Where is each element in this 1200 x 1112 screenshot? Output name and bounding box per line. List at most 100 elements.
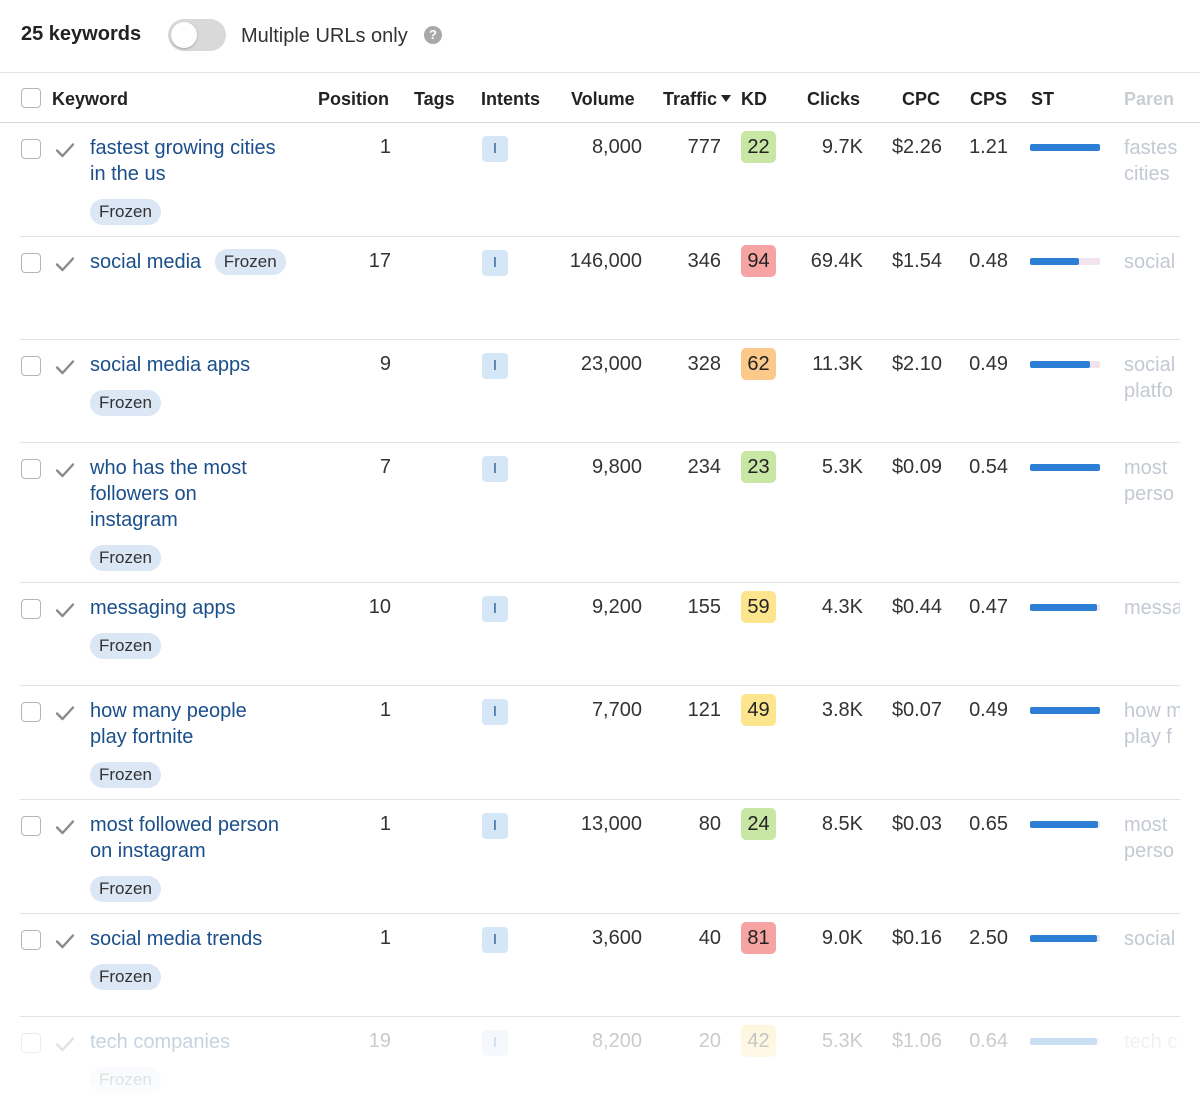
table-row[interactable]: messaging apps Frozen 10 I 9,200 155 59 4.3K $0.… xyxy=(20,583,1180,686)
help-icon[interactable]: ? xyxy=(424,26,442,44)
parent-topic-line: platfo xyxy=(1124,380,1173,402)
volume-value: 146,000 xyxy=(569,250,642,272)
cps-value: 0.49 xyxy=(969,699,1008,721)
serp-trend-bar xyxy=(1030,935,1100,942)
parent-topic-line: how m xyxy=(1124,700,1180,722)
check-icon xyxy=(55,1037,75,1052)
intent-badge[interactable]: I xyxy=(482,250,508,276)
traffic-value: 777 xyxy=(687,136,721,158)
column-parent-topic[interactable]: Paren xyxy=(1124,89,1175,109)
check-icon xyxy=(55,934,75,949)
intent-badge[interactable]: I xyxy=(482,596,508,622)
position-value: 1 xyxy=(379,927,391,949)
cpc-value: $0.44 xyxy=(891,596,942,618)
serp-trend-bar xyxy=(1030,1038,1100,1045)
keyword-link[interactable]: how many people play fortnite xyxy=(90,698,305,750)
serp-trend-bar xyxy=(1030,144,1100,151)
parent-topic-link[interactable]: social xyxy=(1124,249,1180,275)
toolbar: 25 keywords Multiple URLs only ? xyxy=(0,0,1200,72)
row-checkbox[interactable] xyxy=(21,599,41,619)
serp-trend-fill xyxy=(1030,821,1098,828)
parent-topic-link[interactable]: social platfo xyxy=(1124,352,1180,404)
table-row[interactable]: social media trends Frozen 1 I 3,600 40 81 9.0K… xyxy=(20,914,1180,1017)
keyword-line: play fortnite xyxy=(90,726,194,748)
check-icon xyxy=(55,360,75,375)
table-row[interactable]: social media apps Frozen 9 I 23,000 328 62 11.3… xyxy=(20,340,1180,443)
volume-value: 3,600 xyxy=(591,927,642,949)
intent-badge[interactable]: I xyxy=(482,927,508,953)
row-checkbox[interactable] xyxy=(21,356,41,376)
parent-topic-link[interactable]: fastes cities xyxy=(1124,135,1180,187)
intent-badge[interactable]: I xyxy=(482,353,508,379)
table-row[interactable]: tech companies Frozen 19 I 8,200 20 42 5.3K $1.0… xyxy=(20,1017,1180,1112)
intent-badge[interactable]: I xyxy=(482,699,508,725)
intent-badge[interactable]: I xyxy=(482,456,508,482)
table-row[interactable]: fastest growing cities in the us Frozen 1 I 8… xyxy=(20,123,1180,237)
parent-topic-line: most xyxy=(1124,457,1168,479)
keyword-link[interactable]: fastest growing cities in the us xyxy=(90,135,305,187)
keyword-link[interactable]: social media Frozen xyxy=(90,249,330,275)
column-clicks[interactable]: Clicks xyxy=(807,89,861,109)
parent-topic-line: cities xyxy=(1124,163,1170,185)
cpc-value: $0.16 xyxy=(891,927,942,949)
serp-trend-bar xyxy=(1030,604,1100,611)
column-keyword[interactable]: Keyword xyxy=(52,89,129,109)
parent-topic-link[interactable]: social xyxy=(1124,926,1180,952)
row-checkbox[interactable] xyxy=(21,459,41,479)
cpc-value: $1.06 xyxy=(891,1030,942,1052)
keyword-link[interactable]: most followed person on instagram xyxy=(90,812,305,864)
keyword-link[interactable]: messaging apps xyxy=(90,595,305,621)
keyword-link[interactable]: who has the most followers on instagram xyxy=(90,455,305,533)
cpc-value: $1.54 xyxy=(891,250,942,272)
parent-topic-line: social xyxy=(1124,928,1176,950)
column-cps[interactable]: CPS xyxy=(970,89,1008,109)
intent-badge[interactable]: I xyxy=(482,136,508,162)
select-all-checkbox[interactable] xyxy=(21,88,41,108)
clicks-value: 8.5K xyxy=(821,813,863,835)
keyword-link[interactable]: social media trends xyxy=(90,926,305,952)
intent-badge[interactable]: I xyxy=(482,813,508,839)
cpc-value: $0.03 xyxy=(891,813,942,835)
column-volume[interactable]: Volume xyxy=(571,89,635,109)
parent-topic-link[interactable]: most perso xyxy=(1124,812,1180,864)
multiple-urls-toggle[interactable] xyxy=(168,19,226,51)
keyword-count: 25 keywords xyxy=(21,23,142,45)
position-value: 17 xyxy=(368,250,391,272)
parent-topic-link[interactable]: most perso xyxy=(1124,455,1180,507)
frozen-badge: Frozen xyxy=(90,199,161,225)
row-checkbox[interactable] xyxy=(21,702,41,722)
parent-topic-link[interactable]: how m play f xyxy=(1124,698,1180,750)
column-traffic[interactable]: Traffic xyxy=(663,89,732,110)
serp-trend-fill xyxy=(1030,707,1100,714)
keyword-link[interactable]: tech companies xyxy=(90,1029,305,1055)
keyword-link[interactable]: social media apps xyxy=(90,352,305,378)
column-position[interactable]: Position xyxy=(318,89,389,109)
clicks-value: 69.4K xyxy=(810,250,863,272)
cps-value: 0.48 xyxy=(969,250,1008,272)
row-checkbox[interactable] xyxy=(21,139,41,159)
table-row[interactable]: most followed person on instagram Frozen 1 I… xyxy=(20,800,1180,914)
check-icon xyxy=(55,706,75,721)
row-checkbox[interactable] xyxy=(21,816,41,836)
table-row[interactable]: how many people play fortnite Frozen 1 I 7,70… xyxy=(20,686,1180,800)
row-checkbox[interactable] xyxy=(21,930,41,950)
parent-topic-link[interactable]: tech c xyxy=(1124,1029,1180,1055)
sort-desc-icon xyxy=(721,94,732,102)
frozen-badge: Frozen xyxy=(90,1067,161,1093)
column-cpc[interactable]: CPC xyxy=(902,89,941,109)
column-intents[interactable]: Intents xyxy=(481,89,541,109)
intent-badge[interactable]: I xyxy=(482,1030,508,1056)
row-checkbox[interactable] xyxy=(21,253,41,273)
column-st[interactable]: ST xyxy=(1031,89,1055,109)
cps-value: 0.54 xyxy=(969,456,1008,478)
column-kd[interactable]: KD xyxy=(741,89,767,109)
toggle-knob xyxy=(171,22,197,48)
traffic-value: 155 xyxy=(687,596,721,618)
parent-topic-link[interactable]: messa xyxy=(1124,595,1180,621)
row-checkbox[interactable] xyxy=(21,1033,41,1053)
column-tags[interactable]: Tags xyxy=(414,89,455,109)
volume-value: 9,800 xyxy=(591,456,642,478)
table-header: Keyword Position Tags Intents Volume Tra… xyxy=(0,72,1200,123)
table-row[interactable]: who has the most followers on instagram Fro… xyxy=(20,443,1180,583)
table-row[interactable]: social media Frozen 17 I 146,000 346 94 69.4K $… xyxy=(20,237,1180,340)
